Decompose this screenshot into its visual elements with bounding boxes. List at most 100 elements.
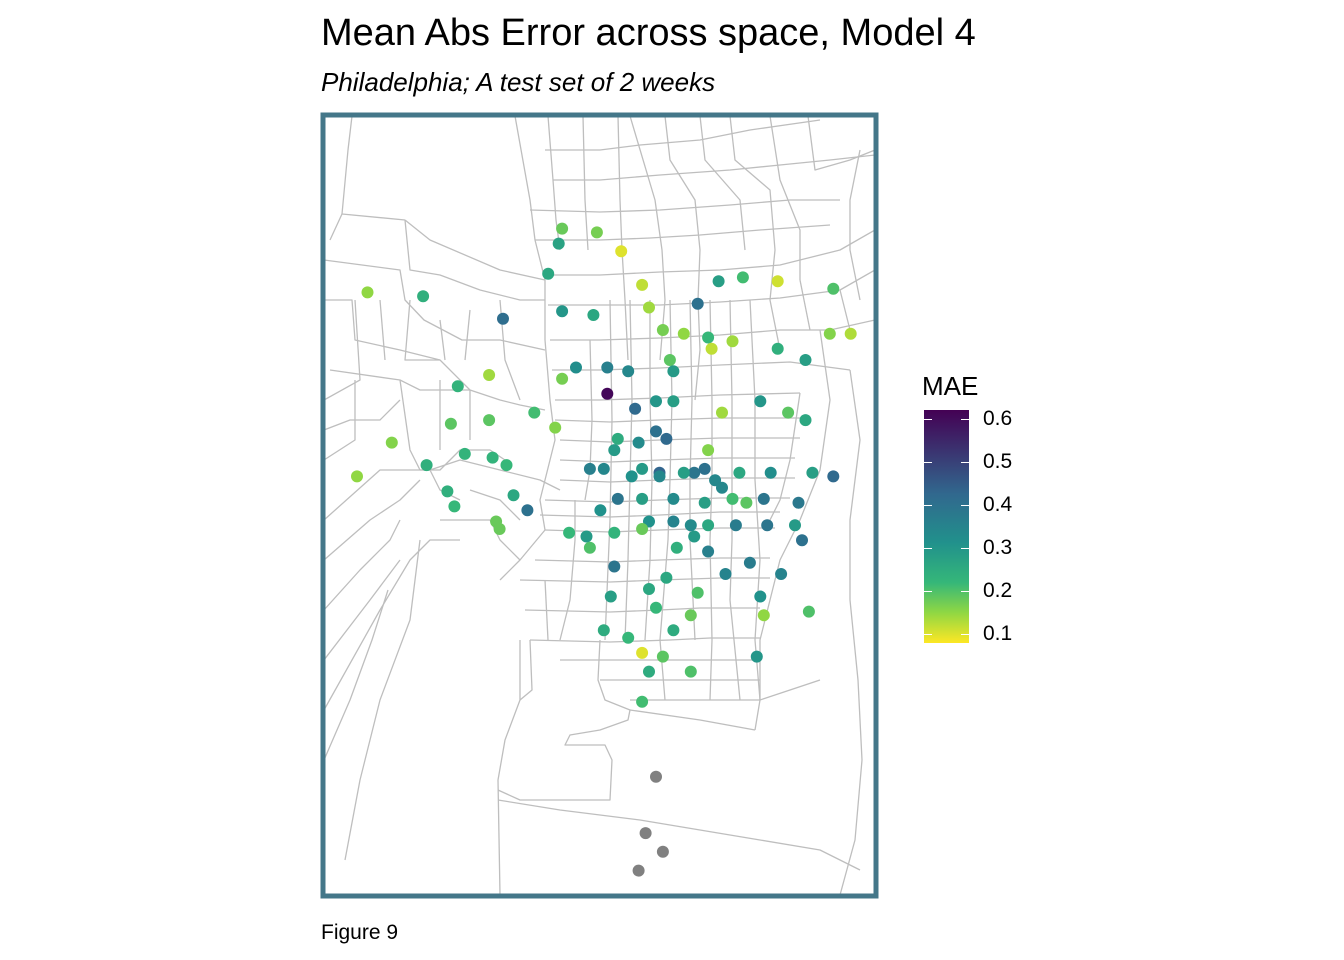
station-point bbox=[611, 492, 624, 505]
station-point bbox=[764, 466, 777, 479]
legend-tick-mark bbox=[924, 591, 932, 592]
station-point bbox=[636, 462, 649, 475]
station-point bbox=[702, 519, 715, 532]
station-point bbox=[667, 492, 680, 505]
station-point bbox=[601, 387, 614, 400]
legend-tick-mark bbox=[961, 548, 969, 549]
station-point bbox=[684, 519, 697, 532]
station-point bbox=[799, 414, 812, 427]
legend-tick-mark bbox=[961, 505, 969, 506]
station-point bbox=[771, 275, 784, 288]
station-point bbox=[757, 492, 770, 505]
station-point bbox=[691, 586, 704, 599]
station-point bbox=[677, 466, 690, 479]
station-point bbox=[420, 459, 433, 472]
legend-tick-mark bbox=[924, 548, 932, 549]
station-point-na bbox=[639, 827, 652, 840]
station-point bbox=[782, 406, 795, 419]
station-point bbox=[670, 541, 683, 554]
station-point bbox=[691, 297, 704, 310]
figure-caption: Figure 9 bbox=[321, 921, 399, 944]
station-point bbox=[663, 354, 676, 366]
station-point bbox=[716, 406, 728, 419]
station-point bbox=[385, 436, 398, 449]
chart-subtitle: Philadelphia; A test set of 2 weeks bbox=[321, 67, 716, 97]
station-point bbox=[736, 271, 749, 284]
station-point bbox=[712, 275, 725, 288]
legend-tick-mark bbox=[961, 591, 969, 592]
station-point bbox=[521, 504, 534, 517]
station-point bbox=[771, 342, 784, 355]
station-point bbox=[750, 650, 763, 663]
station-point bbox=[653, 470, 666, 483]
legend-tick-label: 0.3 bbox=[983, 536, 1013, 560]
station-point bbox=[608, 526, 621, 539]
station-point bbox=[656, 650, 669, 663]
station-point bbox=[719, 568, 732, 580]
station-point bbox=[351, 470, 363, 483]
station-point bbox=[597, 462, 610, 475]
station-point bbox=[493, 523, 506, 535]
station-point bbox=[556, 305, 569, 318]
station-point bbox=[458, 447, 471, 460]
station-point-na bbox=[656, 845, 669, 858]
points-layer bbox=[351, 222, 857, 877]
station-point bbox=[636, 492, 649, 505]
station-point bbox=[636, 278, 649, 291]
station-point bbox=[789, 519, 801, 532]
station-point bbox=[650, 425, 662, 438]
station-point bbox=[629, 402, 642, 415]
station-point bbox=[667, 624, 680, 637]
station-point bbox=[632, 436, 645, 449]
station-point bbox=[587, 309, 600, 321]
station-point bbox=[775, 568, 788, 580]
chart-title: Mean Abs Error across space, Model 4 bbox=[321, 12, 976, 54]
station-point bbox=[622, 631, 635, 644]
station-point bbox=[844, 327, 857, 340]
legend-tick-mark bbox=[924, 462, 932, 463]
legend-tick-mark bbox=[924, 634, 932, 635]
station-point bbox=[625, 470, 638, 483]
legend-tick-label: 0.6 bbox=[983, 406, 1013, 430]
station-point bbox=[650, 395, 662, 408]
station-point bbox=[677, 327, 690, 340]
station-point bbox=[608, 560, 621, 573]
station-point bbox=[556, 372, 569, 385]
station-point bbox=[500, 459, 513, 472]
station-point bbox=[743, 556, 756, 569]
station-point bbox=[601, 361, 614, 374]
station-point bbox=[643, 301, 655, 314]
station-point bbox=[823, 327, 836, 340]
station-point bbox=[705, 342, 718, 355]
station-point bbox=[716, 481, 728, 494]
station-point bbox=[611, 432, 624, 445]
station-point-na bbox=[650, 770, 662, 783]
station-point bbox=[792, 496, 805, 509]
station-point bbox=[698, 496, 711, 509]
station-point bbox=[656, 324, 669, 336]
station-point bbox=[486, 451, 499, 464]
station-point bbox=[684, 665, 697, 678]
station-point bbox=[542, 267, 555, 280]
station-point bbox=[643, 583, 655, 595]
station-point bbox=[528, 406, 541, 419]
station-point bbox=[698, 462, 711, 475]
station-point bbox=[597, 624, 610, 637]
station-point bbox=[684, 609, 697, 622]
legend-tick-mark bbox=[924, 505, 932, 506]
station-point bbox=[799, 354, 812, 366]
station-point bbox=[757, 609, 770, 622]
legend-tick-mark bbox=[961, 634, 969, 635]
station-point bbox=[761, 519, 774, 532]
station-point bbox=[552, 237, 565, 250]
station-point bbox=[549, 421, 562, 434]
station-point bbox=[740, 496, 753, 509]
legend-tick-label: 0.4 bbox=[983, 492, 1013, 516]
station-point bbox=[702, 331, 715, 344]
station-point bbox=[570, 361, 582, 374]
station-point bbox=[688, 466, 701, 479]
station-point-na bbox=[632, 864, 645, 877]
station-point bbox=[733, 466, 746, 479]
station-point bbox=[667, 515, 680, 528]
station-point bbox=[660, 432, 673, 445]
